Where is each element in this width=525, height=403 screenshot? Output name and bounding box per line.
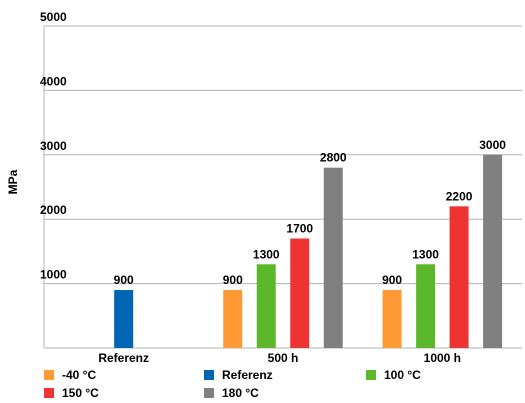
y-tick-label: 1000 <box>40 268 67 282</box>
bars <box>114 154 503 348</box>
legend-swatch <box>204 388 214 398</box>
bar <box>114 290 134 348</box>
x-category-label: 1000 h <box>424 351 461 365</box>
bar <box>290 238 310 348</box>
x-category-label: 500 h <box>268 351 299 365</box>
data-label: 3000 <box>479 138 506 152</box>
bar <box>256 264 276 348</box>
legend-item: 150 °C <box>44 385 99 401</box>
y-tick-label: 5000 <box>40 10 67 24</box>
data-label: 1700 <box>286 222 313 236</box>
legend-label: Referenz <box>222 368 273 382</box>
bar <box>382 290 402 348</box>
y-axis-label: MPa <box>6 169 20 194</box>
data-label: 1300 <box>412 247 439 261</box>
data-label: 2800 <box>320 151 347 165</box>
legend-swatch <box>204 370 214 380</box>
bar <box>323 167 343 348</box>
legend-item: -40 °C <box>44 367 96 383</box>
legend: -40 °C Referenz 100 °C 150 °C 180 °C <box>44 367 514 401</box>
legend-item: Referenz <box>204 367 273 383</box>
gridlines <box>44 25 522 285</box>
x-category-labels: Referenz 500 h 1000 h <box>98 351 461 365</box>
data-labels: 900 900 1300 1700 2800 900 1300 2200 3000 <box>114 138 507 287</box>
bar <box>483 154 503 348</box>
x-category-label: Referenz <box>98 351 149 365</box>
legend-item: 100 °C <box>366 367 421 383</box>
y-tick-label: 2000 <box>40 203 67 217</box>
legend-label: -40 °C <box>62 368 97 382</box>
bar <box>449 206 469 348</box>
y-tick-label: 3000 <box>40 139 67 153</box>
legend-swatch <box>44 370 54 380</box>
legend-swatch <box>44 388 54 398</box>
legend-label: 180 °C <box>222 386 259 400</box>
data-label: 900 <box>114 273 134 287</box>
legend-item: 180 °C <box>204 385 259 401</box>
legend-label: 150 °C <box>62 386 99 400</box>
data-label: 900 <box>223 273 243 287</box>
y-tick-label: 4000 <box>40 74 67 88</box>
bar <box>223 290 243 348</box>
bar <box>416 264 436 348</box>
data-label: 1300 <box>253 247 280 261</box>
legend-swatch <box>366 370 376 380</box>
y-tick-labels: 1000 2000 3000 4000 5000 <box>40 10 67 282</box>
legend-label: 100 °C <box>384 368 421 382</box>
data-label: 900 <box>382 273 402 287</box>
data-label: 2200 <box>446 189 473 203</box>
